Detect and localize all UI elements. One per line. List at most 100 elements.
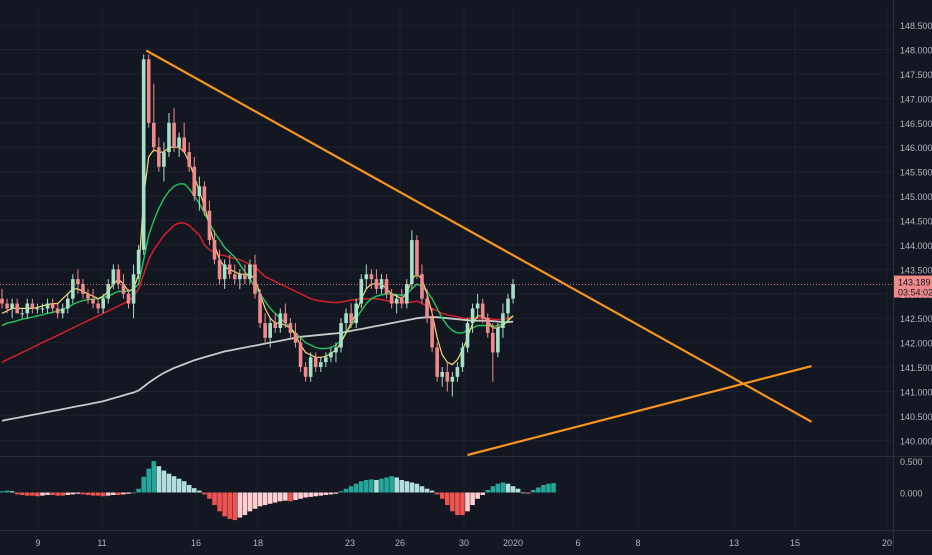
histogram-bar bbox=[313, 492, 319, 497]
candle-body bbox=[405, 284, 409, 304]
histogram-bar bbox=[536, 487, 541, 493]
candle-body bbox=[81, 284, 85, 294]
candle-body bbox=[40, 308, 45, 310]
candle bbox=[55, 303, 60, 319]
candle-body bbox=[308, 357, 313, 377]
candle bbox=[116, 264, 121, 289]
time-tick-label: 18 bbox=[253, 538, 263, 548]
histogram-bar bbox=[197, 490, 202, 493]
candle-body bbox=[152, 122, 156, 148]
candle bbox=[339, 318, 343, 353]
time-tick-label: 15 bbox=[790, 538, 800, 548]
price-tick-label: 147.500 bbox=[900, 70, 932, 80]
candle-body bbox=[131, 274, 136, 304]
candle bbox=[324, 352, 328, 368]
histogram-bar bbox=[460, 492, 465, 516]
candle-body bbox=[248, 264, 252, 280]
candle-body bbox=[440, 371, 445, 377]
histogram-bar bbox=[394, 477, 399, 493]
candle bbox=[86, 288, 90, 304]
time-tick-label: 13 bbox=[729, 538, 739, 548]
candle-body bbox=[511, 284, 515, 299]
histogram-bar bbox=[80, 492, 86, 495]
histogram-bar bbox=[379, 478, 384, 493]
candle-body bbox=[86, 293, 90, 299]
candle bbox=[126, 288, 131, 309]
candle bbox=[511, 279, 515, 304]
histogram-bar bbox=[247, 492, 253, 512]
candle bbox=[288, 318, 293, 338]
candle bbox=[248, 259, 252, 285]
histogram-bar bbox=[485, 489, 491, 493]
candle bbox=[369, 269, 374, 289]
histogram-bar bbox=[384, 477, 389, 493]
candle-body bbox=[334, 347, 338, 353]
candle-body bbox=[394, 298, 399, 304]
candle-body bbox=[389, 293, 394, 304]
candle bbox=[65, 293, 70, 314]
candle-body bbox=[318, 362, 323, 368]
candle bbox=[111, 264, 116, 289]
histogram-bar bbox=[126, 492, 131, 494]
histogram-bar bbox=[278, 492, 283, 502]
candle bbox=[318, 357, 323, 372]
price-tick-label: 148.000 bbox=[900, 46, 932, 56]
candle bbox=[379, 274, 384, 294]
candle-body bbox=[202, 186, 207, 211]
histogram-bar bbox=[505, 483, 511, 493]
histogram-bar bbox=[176, 478, 182, 493]
histogram-bar bbox=[141, 476, 146, 493]
candle bbox=[491, 323, 495, 382]
candle-body bbox=[344, 313, 348, 324]
time-tick-label: 9 bbox=[35, 538, 40, 548]
histogram-bar bbox=[212, 492, 217, 506]
candle bbox=[430, 308, 434, 353]
histogram-bar bbox=[439, 492, 445, 499]
candle bbox=[349, 303, 353, 328]
candle bbox=[506, 293, 510, 324]
candle bbox=[187, 142, 192, 172]
candle-body bbox=[217, 259, 222, 280]
candle bbox=[384, 274, 389, 299]
candle-body bbox=[313, 357, 318, 368]
candle bbox=[76, 269, 80, 294]
histogram-bar bbox=[293, 492, 298, 501]
candle-body bbox=[243, 274, 247, 280]
histogram-bar bbox=[546, 483, 551, 493]
histogram-bar bbox=[470, 492, 475, 506]
candle bbox=[10, 298, 14, 319]
candle bbox=[25, 298, 30, 319]
time-tick-label: 6 bbox=[575, 538, 580, 548]
candle-body bbox=[324, 357, 328, 363]
histogram-bar bbox=[237, 492, 243, 518]
histogram-bar bbox=[116, 492, 121, 496]
candle bbox=[354, 298, 358, 328]
histogram-bar bbox=[455, 492, 460, 516]
candle-body bbox=[425, 298, 429, 319]
candle-body bbox=[293, 332, 298, 343]
candle-body bbox=[465, 323, 470, 348]
price-tick-label: 142.000 bbox=[900, 339, 932, 349]
candle bbox=[131, 264, 136, 319]
candle bbox=[91, 288, 95, 309]
histogram-bar bbox=[45, 492, 50, 496]
candle-body bbox=[278, 313, 283, 328]
price-tick-label: 141.000 bbox=[900, 387, 932, 397]
candle-body bbox=[288, 323, 293, 333]
candle-body bbox=[10, 303, 14, 309]
candle bbox=[192, 157, 197, 201]
bar-countdown-label: 03:54:02 bbox=[898, 288, 932, 298]
histogram-bar bbox=[303, 492, 308, 498]
histogram-bar bbox=[510, 486, 516, 493]
histogram-bar bbox=[333, 492, 339, 494]
histogram-bar bbox=[515, 488, 521, 493]
histogram-bar bbox=[131, 492, 136, 494]
candle-body bbox=[349, 313, 353, 324]
oscillator-axis: 0.500 0.000 bbox=[900, 457, 923, 498]
candle bbox=[197, 176, 202, 211]
candle-body bbox=[55, 308, 60, 314]
candle bbox=[141, 54, 146, 255]
